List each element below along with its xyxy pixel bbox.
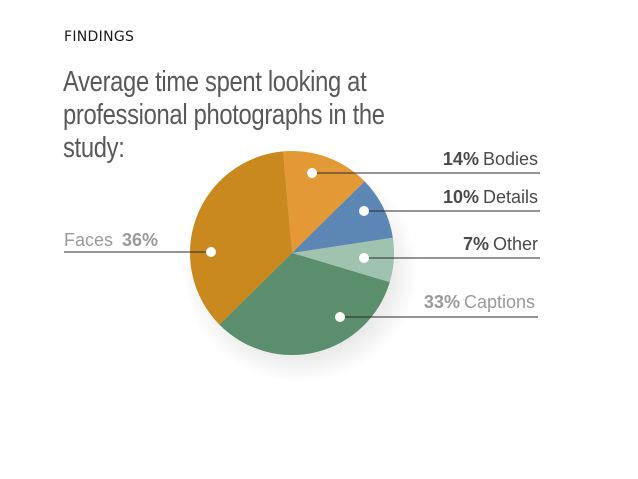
callout-dot-details xyxy=(359,206,369,216)
pie-slice-details xyxy=(292,181,393,253)
callout-dot-captions xyxy=(335,312,345,322)
label-captions-name: Captions xyxy=(464,292,535,312)
label-faces-name: Faces xyxy=(64,230,118,250)
callout-dot-bodies xyxy=(307,168,317,178)
pie-slice-faces xyxy=(190,151,292,325)
pie-slice-other xyxy=(292,237,394,283)
label-bodies-name: Bodies xyxy=(483,149,538,169)
label-details: 10% Details xyxy=(443,187,538,207)
label-other: 7% Other xyxy=(463,234,538,254)
label-bodies-percent: 14% xyxy=(443,149,479,169)
label-bodies: 14% Bodies xyxy=(443,149,538,169)
pie-slice-captions xyxy=(219,253,390,355)
section-eyebrow: FINDINGS xyxy=(64,29,135,45)
label-other-name: Other xyxy=(493,234,538,254)
callout-dot-other xyxy=(359,253,369,263)
label-other-percent: 7% xyxy=(463,234,489,254)
callout-dot-faces xyxy=(206,247,216,257)
pie-slices xyxy=(190,150,394,355)
label-captions: 33% Captions xyxy=(424,292,535,312)
pie-slice-bodies xyxy=(283,150,365,253)
label-faces: Faces 36% xyxy=(64,230,158,250)
label-captions-percent: 33% xyxy=(424,292,460,312)
chart-title: Average time spent looking at profession… xyxy=(63,66,385,164)
label-details-name: Details xyxy=(483,187,538,207)
label-faces-percent: 36% xyxy=(122,230,158,250)
label-details-percent: 10% xyxy=(443,187,479,207)
